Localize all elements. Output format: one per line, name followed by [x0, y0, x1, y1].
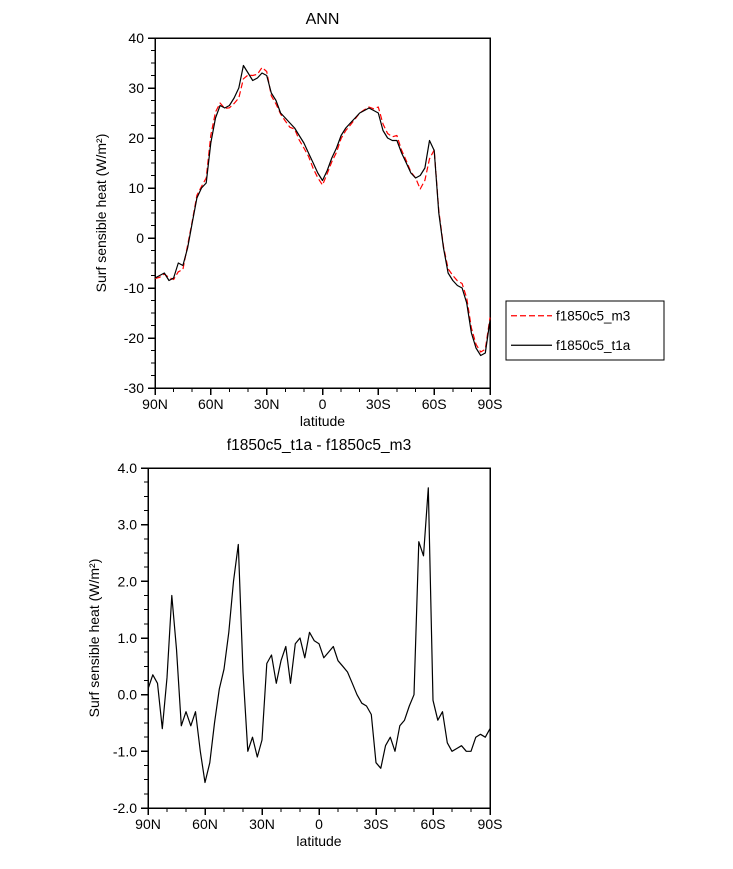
y-tick-label: -1.0 — [113, 743, 137, 759]
ann-chart: 90N 60N 30N 0 30S 60S 90S -30 -20 -10 0 10 20 30 40 ANN… — [93, 11, 665, 429]
x-tick-label: 60S — [421, 816, 446, 832]
legend-label: f1850c5_m3 — [556, 308, 630, 323]
y-tick-label: -30 — [124, 380, 144, 396]
y-tick-label: 2.0 — [118, 573, 138, 589]
y-tick-label: -20 — [124, 330, 144, 346]
x-tick-label: 90N — [142, 396, 168, 412]
series-line-f1850c5-t1a — [154, 64, 491, 357]
x-tick-label: 60N — [192, 816, 218, 832]
legend-label: f1850c5_t1a — [556, 338, 631, 353]
y-tick-label: 4.0 — [118, 460, 138, 476]
x-axis-label: latitude — [300, 413, 345, 429]
x-axis-label: latitude — [296, 833, 341, 849]
x-tick-label: 30N — [254, 396, 280, 412]
y-axis-label: Surf sensible heat (W/m²) — [86, 559, 102, 718]
series-line-f1850c5-m3 — [154, 66, 491, 353]
x-tick-label: 90N — [135, 816, 161, 832]
x-tick-label: 60N — [198, 396, 224, 412]
y-tick-label: 0.0 — [118, 687, 138, 703]
x-tick-label: 0 — [319, 396, 327, 412]
y-tick-label: 3.0 — [118, 517, 138, 533]
y-tick-label: 30 — [128, 80, 144, 96]
y-tick-label: 40 — [128, 30, 144, 46]
x-tick-label: 90S — [478, 816, 503, 832]
x-tick-label: 60S — [422, 396, 447, 412]
difference-chart: 90N 60N 30N 0 30S 60S 90S -2.0 -1.0 0.0 1.0 2.0 3.0 4… — [86, 437, 502, 849]
chart-title: f1850c5_t1a - f1850c5_m3 — [227, 437, 411, 454]
y-tick-label: 1.0 — [118, 630, 138, 646]
x-tick-label: 30S — [364, 816, 389, 832]
y-tick-label: 0 — [136, 230, 144, 246]
legend-box — [505, 300, 665, 361]
x-tick-label: 30N — [249, 816, 275, 832]
chart-title: ANN — [306, 11, 340, 28]
series-line-difference — [147, 487, 491, 784]
y-axis-label: Surf sensible heat (W/m²) — [93, 134, 109, 293]
x-tick-label: 90S — [478, 396, 503, 412]
y-tick-label: 20 — [128, 130, 144, 146]
x-tick-label: 30S — [366, 396, 391, 412]
plot-frame — [154, 37, 491, 389]
plot-frame — [147, 467, 491, 809]
y-tick-label: -2.0 — [113, 800, 137, 816]
legend: f1850c5_m3 f1850c5_t1a — [505, 300, 665, 361]
y-tick-label: 10 — [128, 180, 144, 196]
y-tick-label: -10 — [124, 280, 144, 296]
x-tick-label: 0 — [315, 816, 323, 832]
